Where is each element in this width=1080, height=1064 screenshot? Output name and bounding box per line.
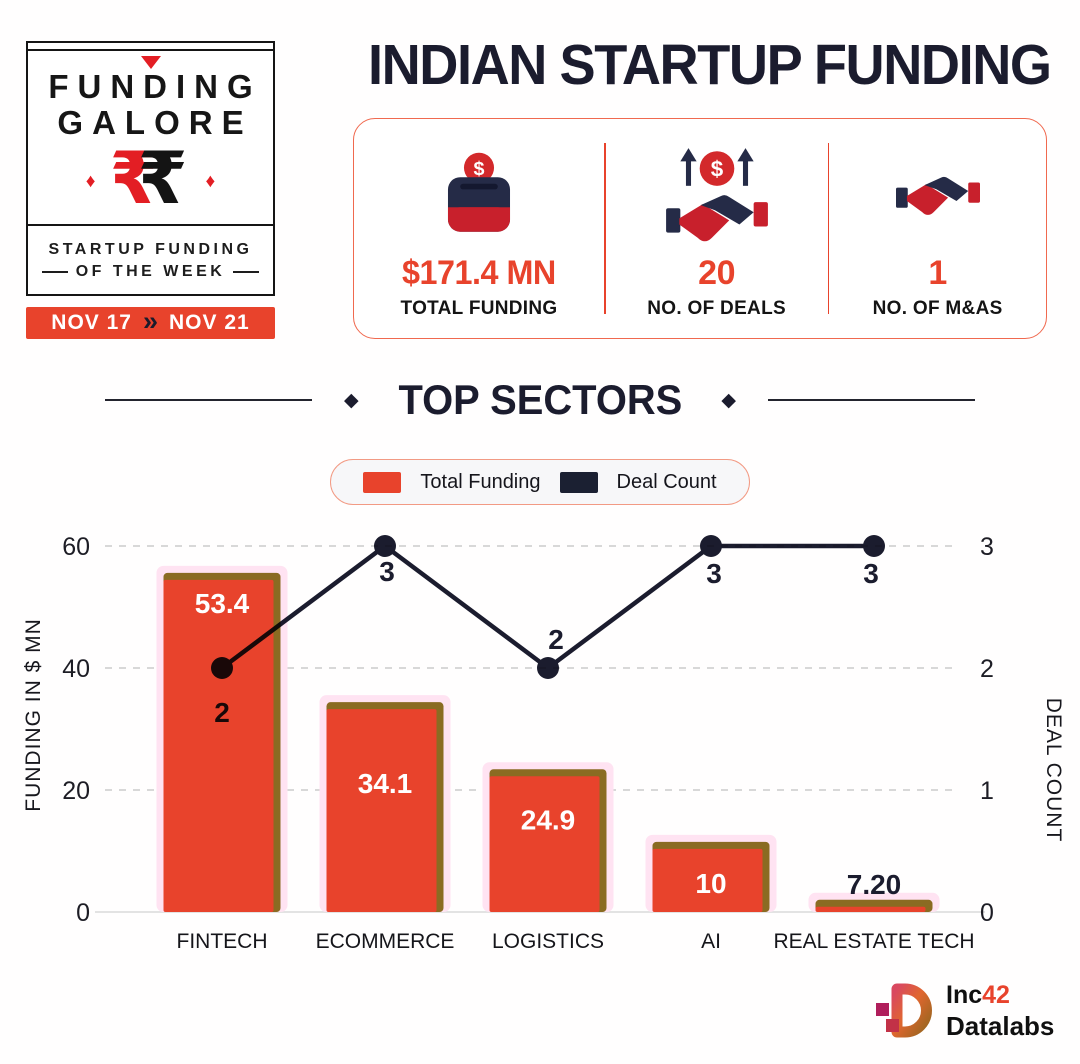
triangle-down-icon: [140, 56, 161, 69]
category-label: REAL ESTATE TECH: [773, 930, 974, 953]
heading-rule-right: [768, 399, 975, 401]
diamond-icon: ♦: [85, 170, 96, 192]
stats-divider: [604, 143, 606, 314]
funding-galore-badge: FUNDING GALORE ♦ ₹ ₹ ♦ STARTUP FUNDING O…: [26, 41, 275, 296]
money-box-icon: $: [432, 137, 526, 255]
badge-title-line1: FUNDING: [48, 68, 262, 105]
bar: [652, 848, 763, 912]
mna-handshake-icon: [895, 137, 980, 255]
svg-text:$: $: [710, 157, 723, 182]
legend-swatch-total-funding: [363, 471, 402, 493]
left-tick-label: 40: [62, 655, 90, 683]
right-tick-label: 1: [980, 777, 994, 805]
stat-value: 1: [928, 254, 947, 292]
date-range-banner: NOV 17 » NOV 21: [26, 307, 275, 339]
line-marker: [700, 535, 722, 557]
stat-label: NO. OF M&AS: [872, 298, 1003, 319]
category-label: LOGISTICS: [492, 930, 604, 953]
summary-stats-box: $ $171.4 MN TOTAL FUNDING $: [353, 118, 1047, 339]
sectors-chart: 0 20 40 60 0 1 2 3 FUNDING IN $ MN DEAL COUNT 53.4…: [22, 533, 1065, 953]
section-heading: ◆ TOP SECTORS ◆: [0, 376, 1080, 424]
dash-left: [41, 271, 68, 273]
right-tick-label: 0: [980, 899, 994, 927]
diamond-icon: ♦: [205, 170, 216, 192]
section-title: TOP SECTORS: [398, 376, 682, 423]
point-value-label: 3: [863, 558, 879, 589]
stat-label: TOTAL FUNDING: [400, 298, 558, 319]
point-value-label: 2: [548, 624, 564, 655]
stat-total-funding: $ $171.4 MN TOTAL FUNDING: [354, 119, 604, 338]
point-value-label: 3: [379, 556, 395, 587]
chart-legend: Total Funding Deal Count: [330, 459, 750, 505]
badge-subtitle: STARTUP FUNDING OF THE WEEK: [28, 239, 273, 283]
rupee-red-icon: ₹: [109, 136, 160, 220]
line-marker: [863, 535, 885, 557]
left-axis-title: FUNDING IN $ MN: [22, 618, 45, 812]
bar-value-label: 34.1: [358, 768, 413, 799]
rupee-row: ♦ ₹ ₹ ♦: [28, 138, 273, 220]
date-from: NOV 17: [51, 311, 132, 334]
badge-subtitle-line2-text: OF THE WEEK: [75, 263, 226, 280]
stat-value: $171.4 MN: [402, 254, 556, 292]
category-label: FINTECH: [177, 930, 268, 953]
legend-label: Total Funding: [420, 470, 541, 493]
left-tick-label: 20: [62, 777, 90, 805]
category-label: ECOMMERCE: [316, 930, 455, 953]
inc42-datalabs-logo: Inc42 Datalabs: [876, 982, 1054, 1044]
right-axis-title: DEAL COUNT: [1042, 698, 1065, 843]
brand-name-inc42: Inc42: [946, 981, 1010, 1009]
top-sectors-chart-area: 0 20 40 60 0 1 2 3 FUNDING IN $ MN DEAL COUNT 53.4…: [0, 490, 1080, 970]
deals-handshake-icon: $: [661, 137, 773, 255]
badge-title-line2: GALORE: [57, 104, 253, 141]
svg-text:$: $: [474, 158, 485, 180]
right-tick-label: 2: [980, 655, 994, 683]
badge-subtitle-line2: OF THE WEEK: [28, 261, 273, 283]
heading-rule-left: [104, 399, 312, 401]
legend-swatch-deal-count: [559, 471, 598, 493]
rupee-black-icon: ₹: [137, 136, 188, 220]
legend-label: Deal Count: [616, 470, 717, 493]
badge-divider: [28, 224, 273, 226]
bar-value-label: 10: [695, 868, 726, 899]
stat-label: NO. OF DEALS: [647, 298, 786, 319]
category-label: AI: [701, 930, 721, 953]
stats-divider: [827, 143, 830, 314]
line-marker: [537, 657, 559, 679]
bar: [815, 906, 926, 912]
badge-top-band: [28, 43, 273, 51]
line-marker: [211, 657, 233, 679]
point-value-label: 2: [214, 697, 230, 728]
page-title: INDIAN STARTUP FUNDING: [350, 34, 1052, 98]
bar-value-label: 24.9: [521, 804, 576, 835]
bar: [489, 776, 600, 912]
point-value-label: 3: [706, 558, 722, 589]
brand-text: Inc42 Datalabs: [946, 981, 1055, 1042]
stat-no-of-deals: $ 20 NO. OF DEALS: [606, 119, 828, 338]
left-tick-label: 0: [76, 899, 90, 927]
bar-value-label: 53.4: [195, 588, 250, 619]
bar-value-label: 7.20: [847, 869, 902, 900]
double-chevron-right-icon: »: [142, 306, 159, 336]
inc42-d-mark-icon: [876, 983, 932, 1038]
badge-subtitle-line1: STARTUP FUNDING: [48, 241, 253, 258]
page-title-text: INDIAN STARTUP FUNDING: [367, 33, 1052, 97]
deal-count-line-group: 2 3 2 3 3: [211, 535, 885, 728]
stat-value: 20: [698, 254, 735, 292]
date-to: NOV 21: [169, 311, 250, 334]
diamond-icon: ◆: [343, 389, 359, 411]
line-marker: [374, 535, 396, 557]
stat-no-of-mnas: 1 NO. OF M&AS: [829, 119, 1046, 338]
left-tick-label: 60: [62, 533, 90, 561]
diamond-icon: ◆: [721, 389, 736, 411]
bar: [326, 709, 437, 912]
double-rupee-icon: ₹ ₹: [108, 138, 194, 220]
dash-right: [233, 271, 260, 273]
bar: [163, 579, 274, 912]
right-tick-label: 3: [980, 533, 994, 561]
brand-name-datalabs: Datalabs: [946, 1011, 1055, 1041]
